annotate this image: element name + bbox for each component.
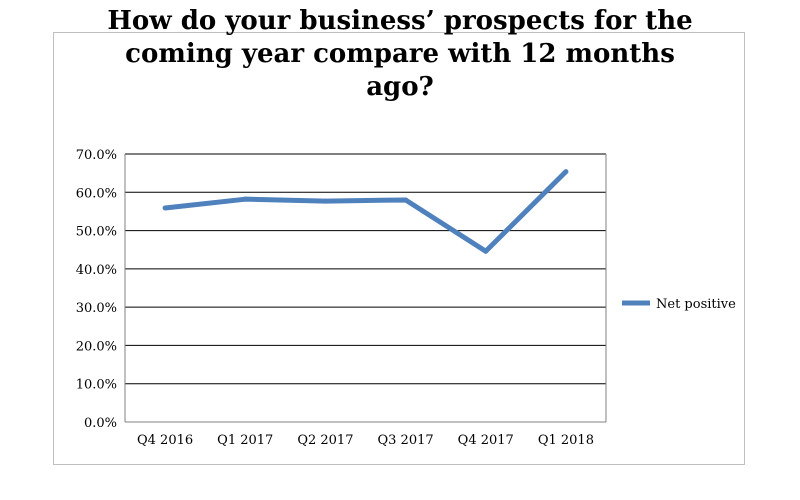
chart-title-line-2: coming year compare with 12 months <box>125 39 675 69</box>
x-tick-label: Q3 2017 <box>378 433 434 448</box>
x-tick-label: Q1 2018 <box>538 433 594 448</box>
data-point <box>403 197 409 203</box>
chart-title-line-1: How do your business’ prospects for the <box>107 6 693 36</box>
y-tick-label: 40.0% <box>76 263 117 278</box>
data-point <box>162 205 168 211</box>
chart-frame <box>53 32 745 465</box>
y-tick-label: 10.0% <box>76 378 117 393</box>
x-tick-label: Q2 2017 <box>297 433 353 448</box>
data-point <box>483 248 489 254</box>
y-tick-label: 50.0% <box>76 225 117 240</box>
y-tick-label: 0.0% <box>84 416 117 431</box>
x-tick-label: Q1 2017 <box>217 433 273 448</box>
data-point <box>563 169 569 175</box>
chart-title-line-3: ago? <box>366 72 434 102</box>
x-tick-label: Q4 2017 <box>458 433 514 448</box>
y-tick-label: 60.0% <box>76 186 117 201</box>
x-tick-label: Q4 2016 <box>137 433 193 448</box>
y-tick-label: 70.0% <box>76 148 117 163</box>
chart-title: How do your business’ prospects for the … <box>0 5 800 104</box>
y-tick-label: 20.0% <box>76 339 117 354</box>
legend-label: Net positive <box>656 297 736 312</box>
data-point <box>242 196 248 202</box>
series-line-0 <box>164 169 568 254</box>
y-tick-label: 30.0% <box>76 301 117 316</box>
data-point <box>322 198 328 204</box>
